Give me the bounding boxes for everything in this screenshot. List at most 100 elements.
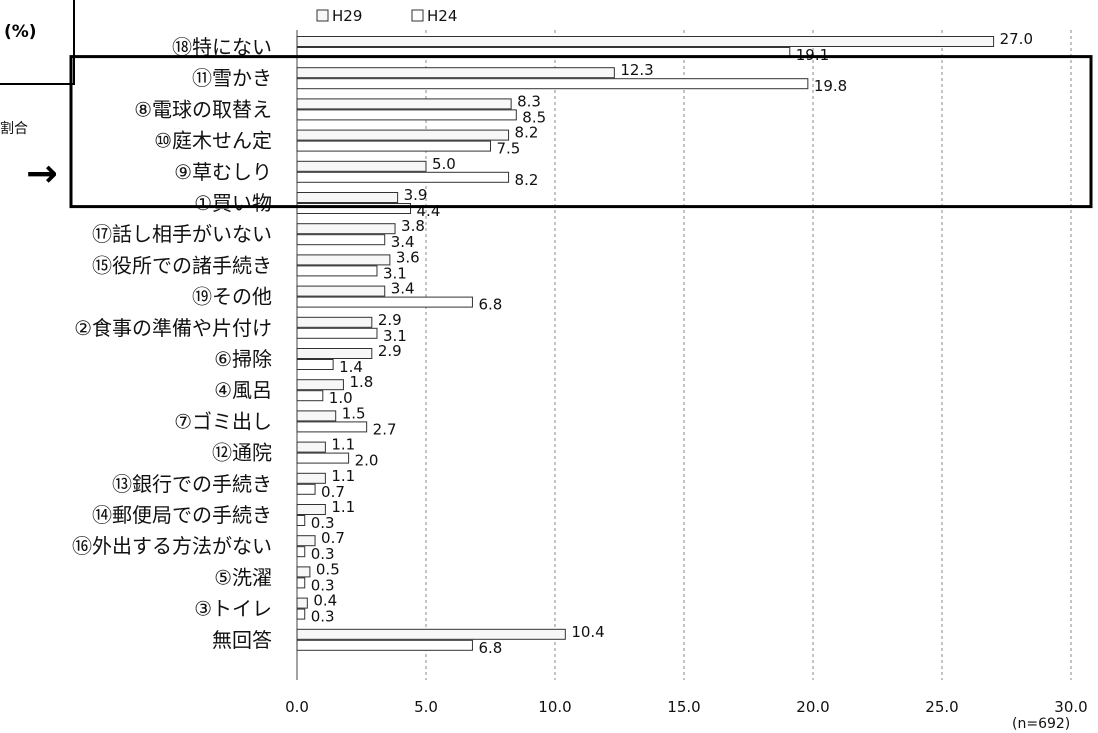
bar-series-1 — [296, 192, 399, 203]
legend-label-series-2: H24 — [427, 7, 457, 25]
value-label-series-1: 8.3 — [517, 92, 541, 110]
value-label-series-2: 3.4 — [391, 233, 415, 251]
category-label: ⑮役所での諸手続き — [92, 253, 272, 277]
category-label: ⑱特にない — [172, 35, 272, 59]
category-label: ⑯外出する方法がない — [72, 534, 272, 558]
value-label-series-2: 0.7 — [321, 483, 345, 501]
x-tick-label: 30.0 — [1054, 698, 1087, 716]
bar-series-1 — [296, 472, 326, 484]
x-tick-label: 25.0 — [925, 698, 958, 716]
category-label: ⑪雪かき — [192, 66, 272, 90]
bar-series-2 — [296, 546, 306, 558]
bar-series-1 — [296, 285, 386, 297]
value-label-series-1: 1.1 — [331, 498, 355, 516]
value-label-series-1: 0.5 — [316, 560, 340, 578]
category-label: ⑫通院 — [212, 441, 272, 465]
bar-series-2 — [296, 327, 378, 339]
value-label-series-1: 12.3 — [620, 61, 653, 79]
value-label-series-1: 3.4 — [391, 280, 415, 298]
arrow-icon: → — [26, 151, 58, 195]
bar-series-1 — [296, 410, 337, 422]
bar-series-2 — [296, 171, 510, 183]
category-labels: ⑱特にない ⑪雪かき ⑧電球の取替え ⑩庭木せん定 ⑨草むしり ①買い物 ⑰話し相手がいない… — [72, 35, 272, 652]
category-label: ⑥掃除 — [214, 347, 272, 371]
value-label-series-2: 6.8 — [478, 639, 502, 657]
value-label-series-1: 3.6 — [396, 248, 420, 266]
bar-series-1 — [296, 316, 373, 328]
category-label: ⑦ゴミ出し — [174, 409, 272, 433]
value-label-series-1: 27.0 — [1000, 30, 1033, 48]
value-label-series-1: 5.0 — [432, 155, 456, 173]
category-label: ⑧電球の取替え — [134, 97, 272, 121]
bar-series-1 — [296, 254, 391, 266]
category-label: ⑭郵便局での手続き — [92, 503, 272, 527]
bar-series-2 — [296, 203, 412, 214]
value-label-series-2: 0.3 — [311, 545, 335, 563]
bar-series-2 — [296, 452, 350, 464]
value-label-series-1: 1.8 — [349, 373, 373, 391]
x-axis-ticks: 0.0 5.0 10.0 15.0 20.0 25.0 30.0 — [285, 698, 1088, 716]
bar-series-1 — [296, 36, 995, 47]
value-label-series-2: 6.8 — [478, 296, 502, 314]
value-label-series-2: 2.0 — [355, 452, 379, 470]
bar-series-1 — [296, 379, 344, 391]
value-label-series-1: 1.1 — [331, 436, 355, 454]
bar-series-1 — [296, 98, 512, 110]
bar-series-1 — [296, 348, 373, 359]
value-labels: 27.019.112.319.88.38.58.27.55.08.23.94.4… — [311, 30, 1033, 657]
category-label: ⑤洗濯 — [214, 565, 272, 589]
bar-series-2 — [296, 577, 306, 589]
bar-series-1 — [296, 129, 510, 141]
category-label: ⑩庭木せん定 — [154, 129, 272, 153]
category-label: 無回答 — [212, 628, 272, 652]
grid-lines — [296, 30, 1072, 680]
value-label-series-1: 1.1 — [331, 467, 355, 485]
unit-box — [0, 0, 75, 85]
value-label-series-2: 1.0 — [329, 389, 353, 407]
value-label-series-2: 3.1 — [383, 264, 407, 282]
value-label-series-2: 0.3 — [311, 514, 335, 532]
sample-size-note: (n=692) — [1012, 716, 1070, 732]
value-label-series-2: 0.3 — [311, 608, 335, 626]
bar-series-2 — [296, 78, 809, 90]
bar-series-2 — [296, 296, 473, 308]
category-label: ⑲その他 — [192, 285, 272, 309]
bar-series-2 — [296, 140, 491, 152]
value-label-series-2: 2.7 — [373, 420, 397, 438]
bar-series-2 — [296, 359, 334, 370]
bar-series-1 — [296, 566, 311, 578]
value-label-series-1: 3.8 — [401, 217, 425, 235]
bar-series-1 — [296, 441, 326, 453]
bar-series-2 — [296, 483, 316, 495]
value-label-series-1: 0.4 — [313, 592, 337, 610]
value-label-series-2: 1.4 — [339, 358, 363, 376]
value-label-series-2: 7.5 — [497, 140, 521, 158]
bar-series-2 — [296, 639, 473, 651]
x-tick-label: 10.0 — [538, 698, 571, 716]
bar-series-1 — [296, 160, 427, 172]
unit-label: (%) — [4, 22, 37, 42]
value-label-series-1: 2.9 — [378, 342, 402, 360]
value-label-series-2: 0.3 — [311, 576, 335, 594]
value-label-series-1: 0.7 — [321, 529, 345, 547]
bar-series-1 — [296, 535, 316, 547]
category-label: ⑨草むしり — [174, 160, 272, 184]
value-label-series-1: 2.9 — [378, 311, 402, 329]
value-label-series-1: 10.4 — [571, 623, 604, 641]
value-label-series-1: 8.2 — [515, 124, 539, 142]
bar-series-2 — [296, 608, 306, 620]
legend-swatch-series-1 — [316, 9, 329, 22]
bar-series-1 — [296, 628, 566, 640]
category-label: ④風呂 — [214, 378, 272, 402]
x-tick-label: 20.0 — [796, 698, 829, 716]
category-label: ③トイレ — [194, 597, 272, 621]
x-tick-label: 15.0 — [667, 698, 700, 716]
value-label-series-2: 8.2 — [515, 171, 539, 189]
value-label-series-2: 19.8 — [814, 77, 847, 95]
value-label-series-1: 1.5 — [342, 404, 366, 422]
value-label-series-2: 19.1 — [796, 46, 829, 64]
bar-series-1 — [296, 597, 308, 609]
bar-series-1 — [296, 504, 326, 515]
bar-series-2 — [296, 390, 324, 402]
